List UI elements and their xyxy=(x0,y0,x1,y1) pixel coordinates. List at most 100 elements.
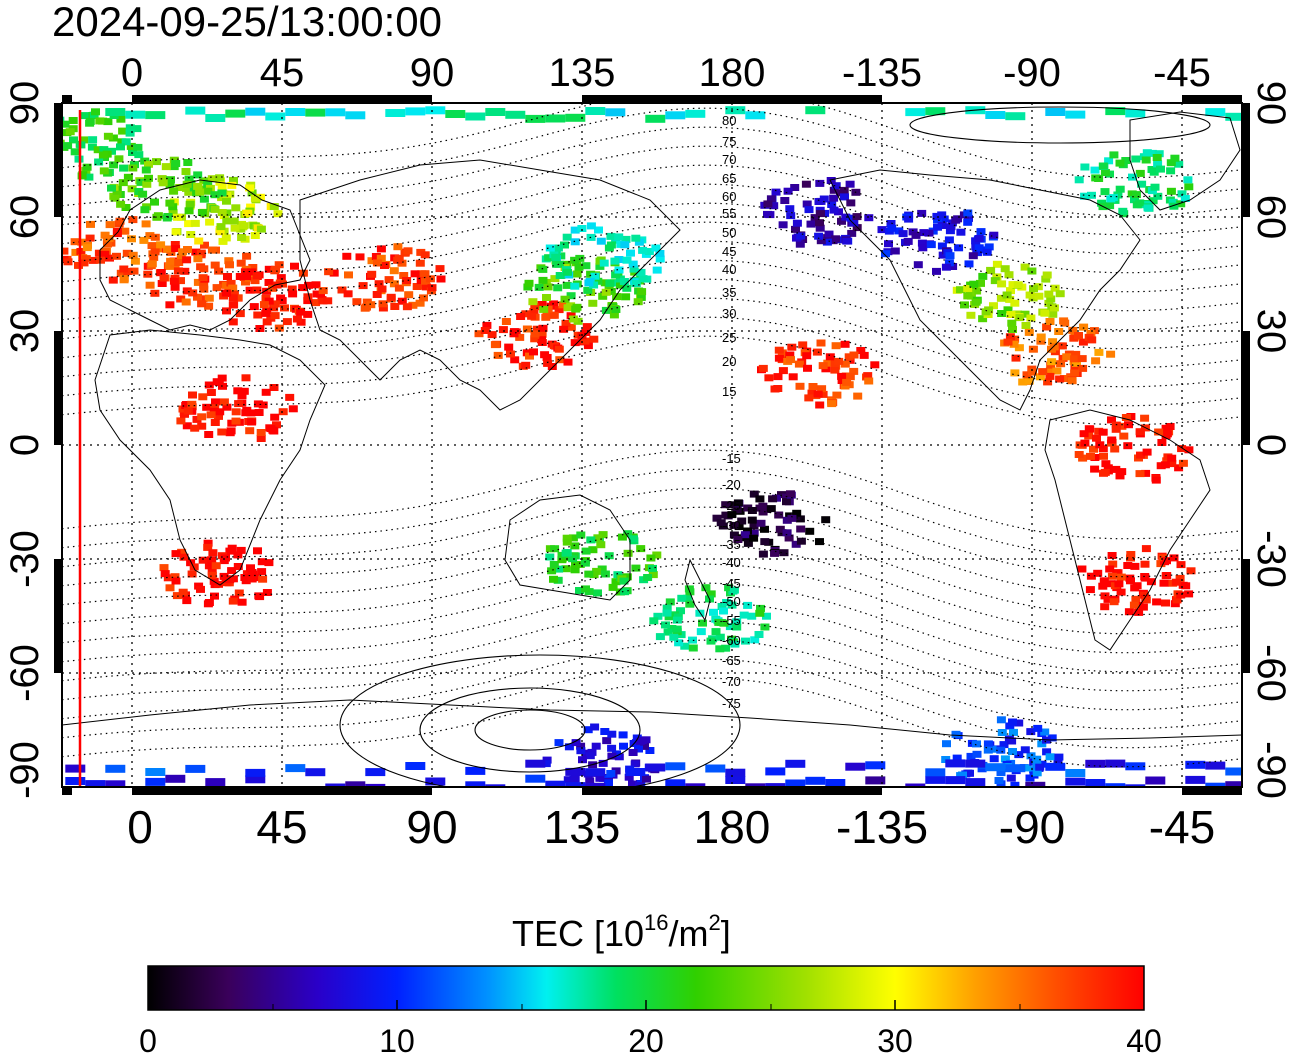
tec-cell xyxy=(664,613,674,621)
tec-cell xyxy=(1025,291,1035,299)
tec-cell xyxy=(185,764,206,773)
tec-cell xyxy=(1153,160,1163,168)
tec-cell xyxy=(543,283,553,291)
tec-cell xyxy=(1090,465,1100,473)
tec-cell xyxy=(1041,275,1051,283)
tec-cell xyxy=(182,597,192,605)
tec-cell xyxy=(766,505,776,513)
mlat-contour xyxy=(62,107,1239,198)
colorbar-label-sup2: 2 xyxy=(709,910,721,935)
tec-cell xyxy=(210,419,220,426)
tec-cell xyxy=(725,623,735,631)
mlat-contour xyxy=(62,525,1239,616)
tec-cell xyxy=(1142,149,1152,157)
tec-cell xyxy=(490,341,500,349)
tec-cell xyxy=(590,723,600,731)
tec-cell xyxy=(85,780,106,787)
tec-cell xyxy=(918,244,928,252)
tec-cell xyxy=(405,107,426,116)
tec-cell xyxy=(807,389,817,397)
tec-cell xyxy=(108,134,118,142)
tec-cell xyxy=(1176,561,1186,569)
tec-cell xyxy=(795,240,805,248)
tec-cell xyxy=(913,261,923,269)
lat-left-tick: 0 xyxy=(3,434,47,456)
tec-cell xyxy=(105,108,126,116)
tec-cell xyxy=(527,312,537,320)
mlat-contour xyxy=(62,221,1239,312)
tec-cell xyxy=(1008,326,1017,333)
tec-cell xyxy=(170,283,180,291)
tec-cell xyxy=(205,218,215,226)
tec-cell xyxy=(550,275,560,283)
tec-cell xyxy=(150,233,160,241)
tec-cell xyxy=(925,107,946,116)
tec-cell xyxy=(138,190,148,198)
tec-cell xyxy=(1153,192,1163,200)
tec-cell xyxy=(784,534,794,542)
figure-title: 2024-09-25/13:00:00 xyxy=(52,0,442,45)
tec-cell xyxy=(815,224,825,232)
tec-cell xyxy=(715,633,725,641)
tec-cell xyxy=(217,374,227,382)
mlat-label: -30 xyxy=(722,518,741,533)
tec-cell xyxy=(246,203,256,211)
tec-cell xyxy=(198,274,208,282)
tec-cell xyxy=(728,501,738,509)
lat-left-tick: -90 xyxy=(3,741,47,799)
tec-cell xyxy=(963,292,973,300)
tec-cell xyxy=(976,228,986,236)
tec-cell xyxy=(165,301,175,309)
lat-axis-left: 90 60 30 0 -30 -60 -90 xyxy=(3,81,47,799)
tec-cell xyxy=(425,275,435,283)
tec-cell xyxy=(1105,565,1115,573)
tec-cell xyxy=(1005,333,1015,341)
tec-cell xyxy=(814,232,824,240)
tec-cell xyxy=(606,232,616,240)
tec-cell xyxy=(537,339,547,346)
tec-cell xyxy=(1087,336,1097,344)
tec-cell xyxy=(1113,191,1123,199)
tec-cell xyxy=(755,495,765,503)
tec-cell xyxy=(817,385,827,393)
tec-cell xyxy=(159,274,169,282)
tec-cell xyxy=(233,387,243,395)
tec-cell xyxy=(729,521,739,529)
tec-cell xyxy=(1166,167,1176,175)
tec-cell xyxy=(1134,608,1144,616)
tec-cell xyxy=(822,238,832,246)
tec-cell xyxy=(1135,428,1145,436)
tec-cell xyxy=(1129,601,1139,609)
tec-cell xyxy=(140,206,150,214)
tec-cell xyxy=(795,382,805,390)
mlat-contour xyxy=(474,709,586,751)
tec-cell xyxy=(221,575,231,583)
tec-cell xyxy=(305,108,326,117)
tec-cell xyxy=(538,276,548,284)
tec-cell xyxy=(586,222,596,230)
tec-cell xyxy=(100,250,110,258)
mlat-contour xyxy=(62,316,1239,407)
tec-cell xyxy=(560,241,569,249)
tec-cell xyxy=(255,593,265,601)
tec-cell xyxy=(948,263,958,270)
tec-cell xyxy=(588,299,598,307)
tec-cell xyxy=(730,640,740,648)
tec-cell xyxy=(1005,112,1026,121)
tec-cell xyxy=(665,779,686,787)
tec-cell xyxy=(816,237,826,245)
tec-cell xyxy=(198,556,208,564)
tec-cell xyxy=(1084,425,1094,433)
tec-cell xyxy=(529,348,538,356)
magnetic-latitude-contours xyxy=(62,103,1239,787)
tec-cell xyxy=(1154,150,1164,158)
tec-cell xyxy=(228,597,238,605)
tec-cell xyxy=(933,223,942,231)
tec-cell xyxy=(845,180,855,188)
tec-cell xyxy=(953,215,963,223)
tec-cell xyxy=(839,186,849,194)
tec-cell xyxy=(725,106,746,115)
tec-cell xyxy=(1028,368,1037,376)
tec-cell xyxy=(1026,752,1036,760)
tec-cell xyxy=(786,490,795,498)
